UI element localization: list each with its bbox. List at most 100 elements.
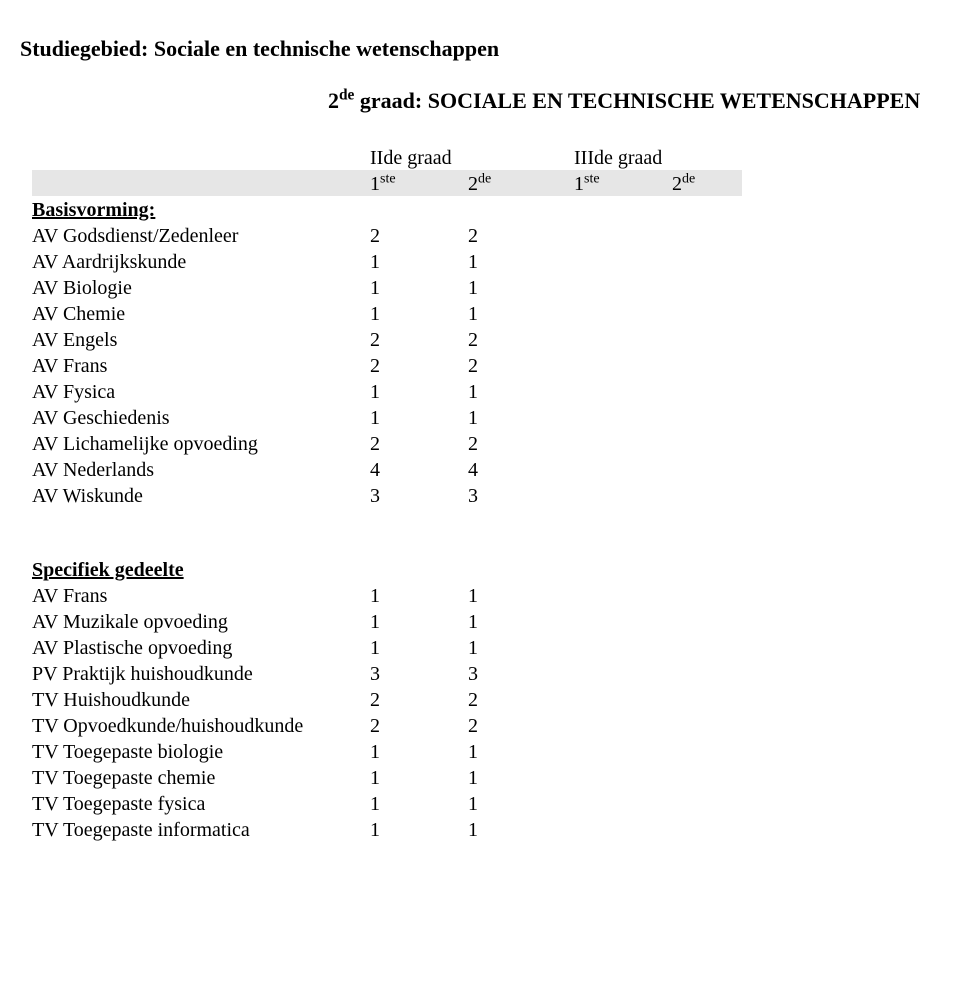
- row-value: 1: [370, 248, 468, 274]
- table-row: TV Toegepaste fysica 1 1: [32, 790, 742, 816]
- section-spacer: [32, 508, 742, 556]
- row-value: 3: [370, 660, 468, 686]
- row-label: AV Geschiedenis: [32, 404, 370, 430]
- row-label: AV Engels: [32, 326, 370, 352]
- row-value: 1: [370, 816, 468, 842]
- row-value: 2: [370, 326, 468, 352]
- row-value: 1: [370, 300, 468, 326]
- row-label: AV Biologie: [32, 274, 370, 300]
- ord-sup: ste: [380, 171, 396, 186]
- table-row: AV Geschiedenis 1 1: [32, 404, 742, 430]
- row-label: AV Chemie: [32, 300, 370, 326]
- row-value: 2: [468, 430, 574, 456]
- table-row: AV Frans 2 2: [32, 352, 742, 378]
- row-value: 1: [468, 608, 574, 634]
- row-value: 1: [370, 274, 468, 300]
- row-label: AV Frans: [32, 352, 370, 378]
- row-value: 2: [468, 352, 574, 378]
- row-value: 1: [468, 300, 574, 326]
- row-label: AV Frans: [32, 582, 370, 608]
- table-row: AV Lichamelijke opvoeding 2 2: [32, 430, 742, 456]
- row-label: AV Muzikale opvoeding: [32, 608, 370, 634]
- page-title: Studiegebied: Sociale en technische wete…: [20, 36, 932, 62]
- row-label: TV Toegepaste biologie: [32, 738, 370, 764]
- col-header-iiide: IIIde graad: [574, 142, 742, 170]
- table-row: AV Aardrijkskunde 1 1: [32, 248, 742, 274]
- subtitle-rest: graad: SOCIALE EN TECHNISCHE WETENSCHAPP…: [354, 88, 920, 113]
- table-row: AV Plastische opvoeding 1 1: [32, 634, 742, 660]
- table-row: TV Opvoedkunde/huishoudkunde 2 2: [32, 712, 742, 738]
- row-value: 2: [468, 712, 574, 738]
- subtitle-ord: 2: [328, 88, 339, 113]
- row-label: TV Opvoedkunde/huishoudkunde: [32, 712, 370, 738]
- ord-sup: ste: [584, 171, 600, 186]
- col-header-1ste-b: 1ste: [574, 170, 672, 196]
- row-value: 2: [468, 222, 574, 248]
- title-rest: : Sociale en technische wetenschappen: [141, 36, 499, 61]
- table-row: TV Huishoudkunde 2 2: [32, 686, 742, 712]
- row-value: 1: [468, 248, 574, 274]
- subtitle: 2de graad: SOCIALE EN TECHNISCHE WETENSC…: [328, 88, 932, 114]
- table-row: AV Fysica 1 1: [32, 378, 742, 404]
- header-row-ordinals: 1ste 2de 1ste 2de: [32, 170, 742, 196]
- row-value: 1: [370, 634, 468, 660]
- row-label: AV Nederlands: [32, 456, 370, 482]
- row-value: 1: [370, 738, 468, 764]
- row-value: 3: [468, 482, 574, 508]
- title-prefix: Studiegebied: [20, 36, 141, 61]
- row-label: AV Plastische opvoeding: [32, 634, 370, 660]
- row-value: 1: [468, 738, 574, 764]
- row-value: 4: [370, 456, 468, 482]
- col-header-2de-b: 2de: [672, 170, 742, 196]
- row-label: AV Lichamelijke opvoeding: [32, 430, 370, 456]
- subtitle-sup: de: [339, 87, 354, 104]
- row-value: 1: [370, 608, 468, 634]
- col-header-iide: IIde graad: [370, 142, 574, 170]
- row-value: 2: [370, 352, 468, 378]
- row-value: 2: [468, 326, 574, 352]
- row-value: 1: [468, 764, 574, 790]
- table-row: TV Toegepaste chemie 1 1: [32, 764, 742, 790]
- row-value: 2: [370, 712, 468, 738]
- row-value: 2: [468, 686, 574, 712]
- row-label: AV Godsdienst/Zedenleer: [32, 222, 370, 248]
- row-value: 1: [468, 790, 574, 816]
- col-header-2de-a: 2de: [468, 170, 574, 196]
- table-row: AV Biologie 1 1: [32, 274, 742, 300]
- ord-sup: de: [682, 171, 695, 186]
- row-label: TV Toegepaste fysica: [32, 790, 370, 816]
- row-value: 1: [370, 404, 468, 430]
- table-row: TV Toegepaste biologie 1 1: [32, 738, 742, 764]
- table-row: AV Wiskunde 3 3: [32, 482, 742, 508]
- row-value: 1: [370, 764, 468, 790]
- section-heading-row: Specifiek gedeelte: [32, 556, 742, 582]
- section-heading-row: Basisvorming:: [32, 196, 742, 222]
- ord-text: 2: [672, 173, 682, 195]
- table-row: AV Godsdienst/Zedenleer 2 2: [32, 222, 742, 248]
- page: Studiegebied: Sociale en technische wete…: [0, 0, 960, 991]
- row-value: 1: [468, 274, 574, 300]
- table-row: AV Muzikale opvoeding 1 1: [32, 608, 742, 634]
- curriculum-table: IIde graad IIIde graad 1ste 2de 1ste 2de: [32, 142, 742, 842]
- section-heading-basisvorming: Basisvorming:: [32, 196, 370, 222]
- row-label: AV Wiskunde: [32, 482, 370, 508]
- row-value: 1: [468, 816, 574, 842]
- curriculum-table-wrap: IIde graad IIIde graad 1ste 2de 1ste 2de: [32, 142, 932, 842]
- ord-text: 2: [468, 173, 478, 195]
- row-label: AV Aardrijkskunde: [32, 248, 370, 274]
- row-label: AV Fysica: [32, 378, 370, 404]
- row-value: 4: [468, 456, 574, 482]
- row-value: 1: [370, 582, 468, 608]
- row-value: 3: [370, 482, 468, 508]
- row-value: 1: [468, 378, 574, 404]
- row-value: 1: [468, 404, 574, 430]
- row-value: 1: [370, 378, 468, 404]
- row-value: 3: [468, 660, 574, 686]
- row-label: TV Toegepaste informatica: [32, 816, 370, 842]
- ord-text: 1: [574, 173, 584, 195]
- ord-sup: de: [478, 171, 491, 186]
- table-row: TV Toegepaste informatica 1 1: [32, 816, 742, 842]
- table-row: AV Engels 2 2: [32, 326, 742, 352]
- table-row: AV Nederlands 4 4: [32, 456, 742, 482]
- col-header-1ste-a: 1ste: [370, 170, 468, 196]
